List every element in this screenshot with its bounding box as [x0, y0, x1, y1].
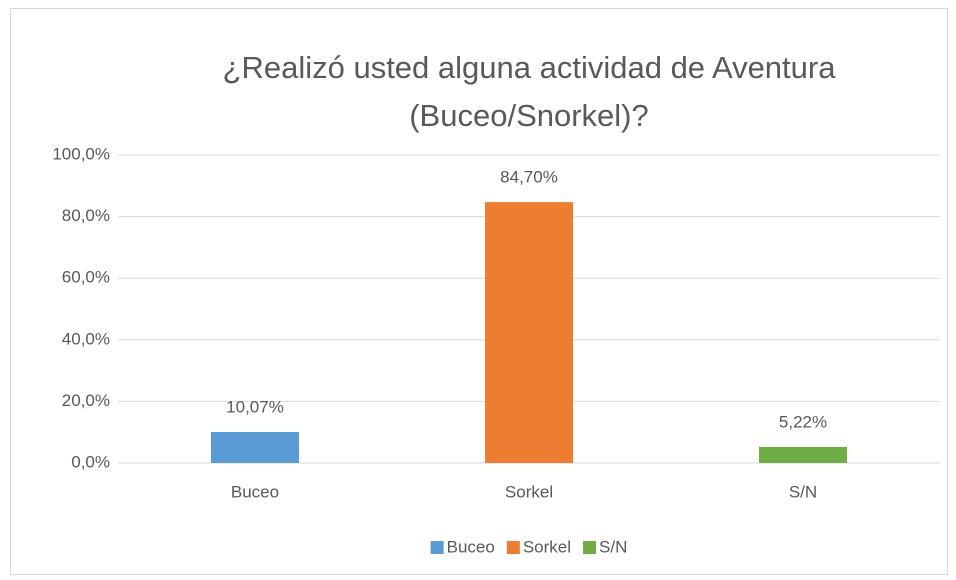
y-tick-label: 60,0% [62, 268, 110, 287]
y-tick-label: 20,0% [62, 391, 110, 410]
value-label: 10,07% [226, 397, 284, 416]
x-tick-label: Sorkel [505, 482, 553, 501]
legend-label: Buceo [447, 537, 495, 556]
legend-swatch [583, 541, 597, 554]
x-tick-label: S/N [789, 482, 817, 501]
value-label: 84,70% [500, 168, 558, 187]
legend-label: Sorkel [523, 537, 571, 556]
bar [759, 446, 847, 463]
bar [485, 202, 573, 463]
value-label: 5,22% [779, 412, 827, 431]
title-box: ¿Realizó usted alguna actividad de Avent… [118, 44, 940, 140]
legend-swatch [506, 541, 520, 554]
legend-swatch [430, 541, 444, 554]
y-tick-label: 80,0% [62, 206, 110, 225]
chart-title: ¿Realizó usted alguna actividad de Avent… [222, 50, 836, 133]
legend-label: S/N [599, 537, 627, 556]
y-tick-label: 40,0% [62, 329, 110, 348]
bar [211, 431, 299, 463]
chart-border [10, 8, 948, 575]
y-tick-label: 100,0% [52, 144, 110, 163]
x-tick-label: Buceo [231, 482, 279, 501]
y-tick-label: 0,0% [71, 452, 110, 471]
